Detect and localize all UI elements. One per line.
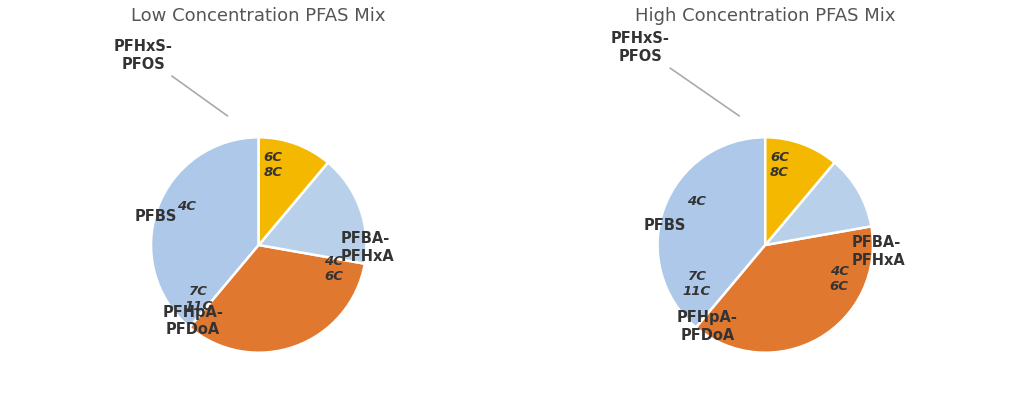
- Text: PFHpA-
PFDoA: PFHpA- PFDoA: [163, 305, 223, 337]
- Title: Low Concentration PFAS Mix: Low Concentration PFAS Mix: [131, 7, 386, 25]
- Wedge shape: [657, 137, 765, 328]
- Wedge shape: [259, 162, 367, 264]
- Text: PFBA-
PFHxA: PFBA- PFHxA: [852, 235, 905, 268]
- Wedge shape: [259, 137, 328, 245]
- Text: 4C
6C: 4C 6C: [325, 256, 343, 283]
- Text: 6C
8C: 6C 8C: [263, 151, 283, 179]
- Wedge shape: [765, 137, 835, 245]
- Text: PFBA-
PFHxA: PFBA- PFHxA: [340, 231, 394, 264]
- Text: PFHxS-
PFOS: PFHxS- PFOS: [611, 31, 739, 116]
- Wedge shape: [151, 137, 259, 328]
- Text: 7C
11C: 7C 11C: [184, 285, 212, 314]
- Text: PFHxS-
PFOS: PFHxS- PFOS: [114, 39, 227, 116]
- Wedge shape: [696, 226, 873, 353]
- Wedge shape: [189, 245, 365, 353]
- Title: High Concentration PFAS Mix: High Concentration PFAS Mix: [635, 7, 896, 25]
- Text: 4C: 4C: [687, 195, 706, 208]
- Text: PFBS: PFBS: [644, 218, 686, 233]
- Text: 4C: 4C: [177, 200, 197, 213]
- Wedge shape: [765, 162, 871, 245]
- Text: PFBS: PFBS: [135, 209, 177, 224]
- Text: 4C
6C: 4C 6C: [829, 266, 849, 293]
- Text: 7C
11C: 7C 11C: [683, 270, 711, 298]
- Text: PFHpA-
PFDoA: PFHpA- PFDoA: [677, 310, 738, 343]
- Text: 6C
8C: 6C 8C: [770, 151, 788, 179]
